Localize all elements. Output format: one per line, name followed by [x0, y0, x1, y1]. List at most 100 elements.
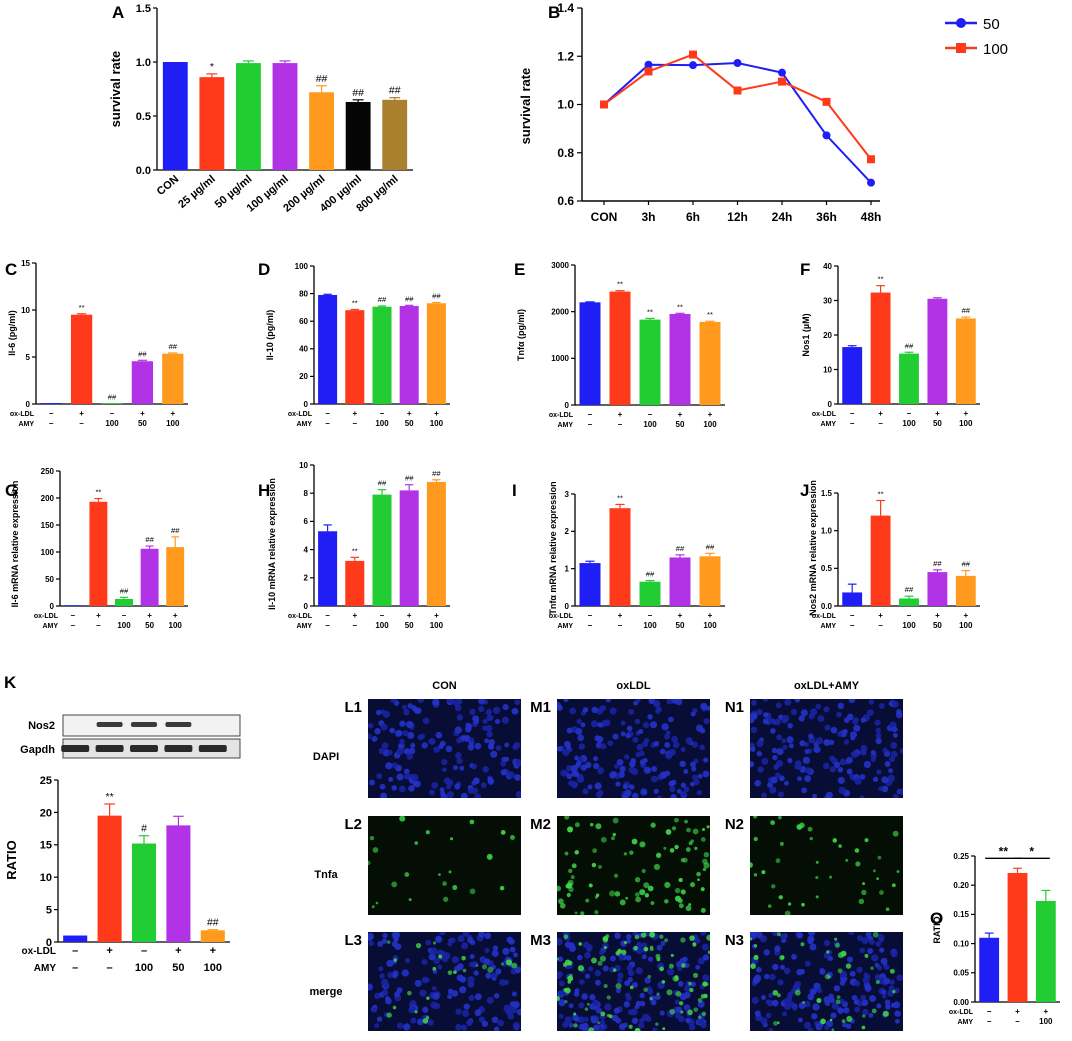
treatment-sign: –: [72, 945, 78, 957]
nucleus: [862, 1008, 869, 1016]
nucleus: [405, 958, 411, 964]
tnfa-signal: [569, 973, 573, 977]
nucleus: [381, 742, 389, 749]
tnfa-signal: [796, 824, 801, 829]
bar: [639, 319, 661, 405]
nucleus: [761, 995, 766, 1000]
tnfa-signal: [643, 987, 648, 993]
cell-layer: [368, 816, 515, 909]
panel-label: C: [5, 260, 17, 279]
nucleus: [502, 704, 509, 711]
bar: [199, 77, 225, 170]
data-point: [778, 68, 786, 77]
nucleus: [480, 782, 487, 789]
tnfa-signal: [663, 846, 667, 850]
treatment-label: AMY: [957, 1019, 973, 1026]
nucleus: [460, 734, 467, 741]
nucleus: [439, 787, 445, 793]
nucleus: [882, 747, 888, 754]
nucleus: [653, 701, 661, 708]
y-tick-label: 2: [304, 574, 309, 583]
bar: [97, 815, 122, 942]
treatment-sign: +: [963, 611, 968, 620]
y-axis-label: survival rate: [108, 51, 123, 128]
nucleus: [679, 993, 687, 1001]
nucleus: [853, 724, 861, 732]
nucleus: [803, 1021, 812, 1029]
nucleus: [570, 764, 578, 773]
tnfa-signal: [703, 852, 710, 858]
tnfa-signal: [647, 885, 654, 892]
nucleus: [638, 1022, 645, 1029]
nucleus: [566, 727, 573, 734]
nucleus: [849, 773, 855, 779]
tnfa-signal: [566, 892, 571, 898]
image-label: L2: [344, 816, 362, 833]
treatment-sign: 50: [145, 621, 154, 630]
y-tick-label: 25: [40, 775, 52, 787]
tnfa-signal: [787, 902, 792, 906]
tnfa-signal: [407, 990, 412, 996]
nucleus: [774, 718, 781, 725]
tnfa-signal: [571, 863, 577, 869]
nucleus: [875, 737, 882, 745]
nucleus: [754, 1010, 761, 1017]
tnfa-signal: [776, 932, 781, 937]
blot-band: [198, 745, 227, 752]
nucleus: [587, 784, 593, 790]
y-tick-label: 8: [304, 489, 309, 498]
treatment-sign: –: [850, 611, 855, 620]
nucleus: [597, 789, 604, 796]
nucleus: [659, 771, 668, 779]
nucleus: [664, 741, 671, 749]
nucleus: [823, 739, 831, 747]
nucleus: [494, 718, 501, 725]
tnfa-signal: [425, 830, 430, 835]
nucleus: [639, 1000, 646, 1007]
nucleus: [399, 720, 406, 727]
nucleus: [862, 976, 870, 984]
treatment-sign: 50: [933, 621, 942, 630]
nucleus: [656, 706, 662, 713]
tnfa-signal: [639, 841, 646, 848]
nucleus: [590, 720, 598, 728]
tnfa-signal: [634, 934, 640, 940]
nucleus: [837, 776, 845, 784]
nucleus: [491, 972, 497, 978]
tnfa-signal: [568, 868, 573, 874]
tnfa-signal: [564, 851, 569, 856]
nucleus: [860, 994, 867, 1001]
nucleus: [796, 932, 804, 939]
nucleus: [755, 966, 762, 973]
nucleus: [690, 761, 696, 768]
nucleus: [512, 1021, 520, 1029]
nucleus: [408, 747, 416, 755]
treatment-sign: –: [325, 611, 330, 620]
nucleus: [456, 963, 464, 971]
nucleus: [870, 750, 876, 756]
panel-label: A: [112, 3, 124, 22]
tnfa-signal: [680, 1010, 684, 1014]
nucleus: [616, 758, 624, 766]
tnfa-signal: [702, 867, 707, 872]
x-tick-label: 6h: [686, 210, 700, 224]
nucleus: [453, 765, 459, 771]
nucleus: [853, 999, 859, 1005]
nucleus: [580, 722, 586, 728]
nucleus: [819, 968, 826, 975]
nucleus: [798, 715, 805, 722]
tnfa-signal: [655, 1022, 659, 1026]
nucleus: [777, 791, 784, 798]
treatment-sign: 100: [169, 621, 183, 630]
nucleus: [615, 781, 621, 787]
tnfa-signal: [675, 991, 682, 997]
tnfa-signal: [670, 953, 674, 958]
nucleus: [674, 1012, 682, 1019]
nucleus: [802, 756, 811, 764]
tnfa-signal: [800, 942, 805, 947]
nucleus: [765, 1012, 772, 1019]
nucleus: [771, 747, 778, 754]
blot-band: [131, 722, 157, 727]
nucleus: [823, 940, 831, 947]
